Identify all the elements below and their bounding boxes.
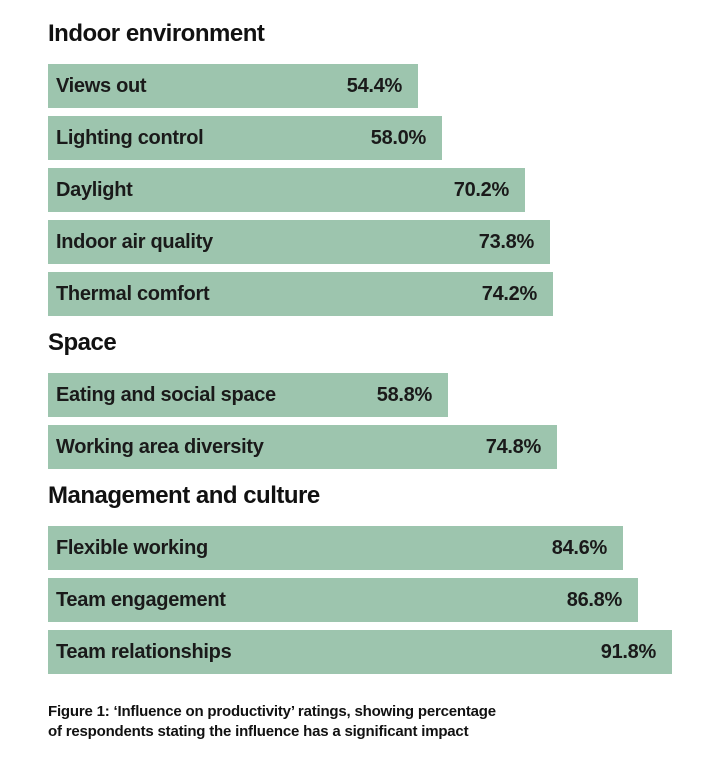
bar-label: Daylight [56,179,133,201]
section-title: Space [48,329,117,356]
bar [48,220,550,264]
bar [48,373,448,417]
section-title: Management and culture [48,482,320,509]
bar [48,526,623,570]
caption-line-1: Figure 1: ‘Influence on productivity’ ra… [48,703,496,720]
bar-value-label: 86.8% [566,589,623,611]
bar-label: Team engagement [56,589,226,611]
bar-value-label: 74.2% [481,283,538,305]
bar-value-label: 73.8% [478,231,535,253]
bar [48,425,557,469]
bar-label: Views out [56,75,147,97]
caption-line-2: of respondents stating the influence has… [48,723,469,740]
bar-value-label: 74.8% [485,436,542,458]
bar-label: Eating and social space [56,384,276,406]
bar-label: Indoor air quality [56,231,213,253]
bar-label: Working area diversity [56,436,264,458]
bar [48,578,638,622]
bar [48,272,553,316]
figure-caption: Figure 1: ‘Influence on productivity’ ra… [48,702,568,742]
bar-value-label: 58.0% [370,127,427,149]
bar [48,64,418,108]
section-title: Indoor environment [48,20,265,47]
bar-value-label: 91.8% [600,641,657,663]
bar-label: Flexible working [56,537,208,559]
bar-value-label: 84.6% [551,537,608,559]
bar-label: Thermal comfort [56,283,210,305]
bar-value-label: 58.8% [376,384,433,406]
bar-label: Lighting control [56,127,204,149]
bar-value-label: 54.4% [346,75,403,97]
bar-label: Team relationships [56,641,232,663]
bar [48,168,525,212]
bar-value-label: 70.2% [453,179,510,201]
bar [48,630,672,674]
bar [48,116,442,160]
